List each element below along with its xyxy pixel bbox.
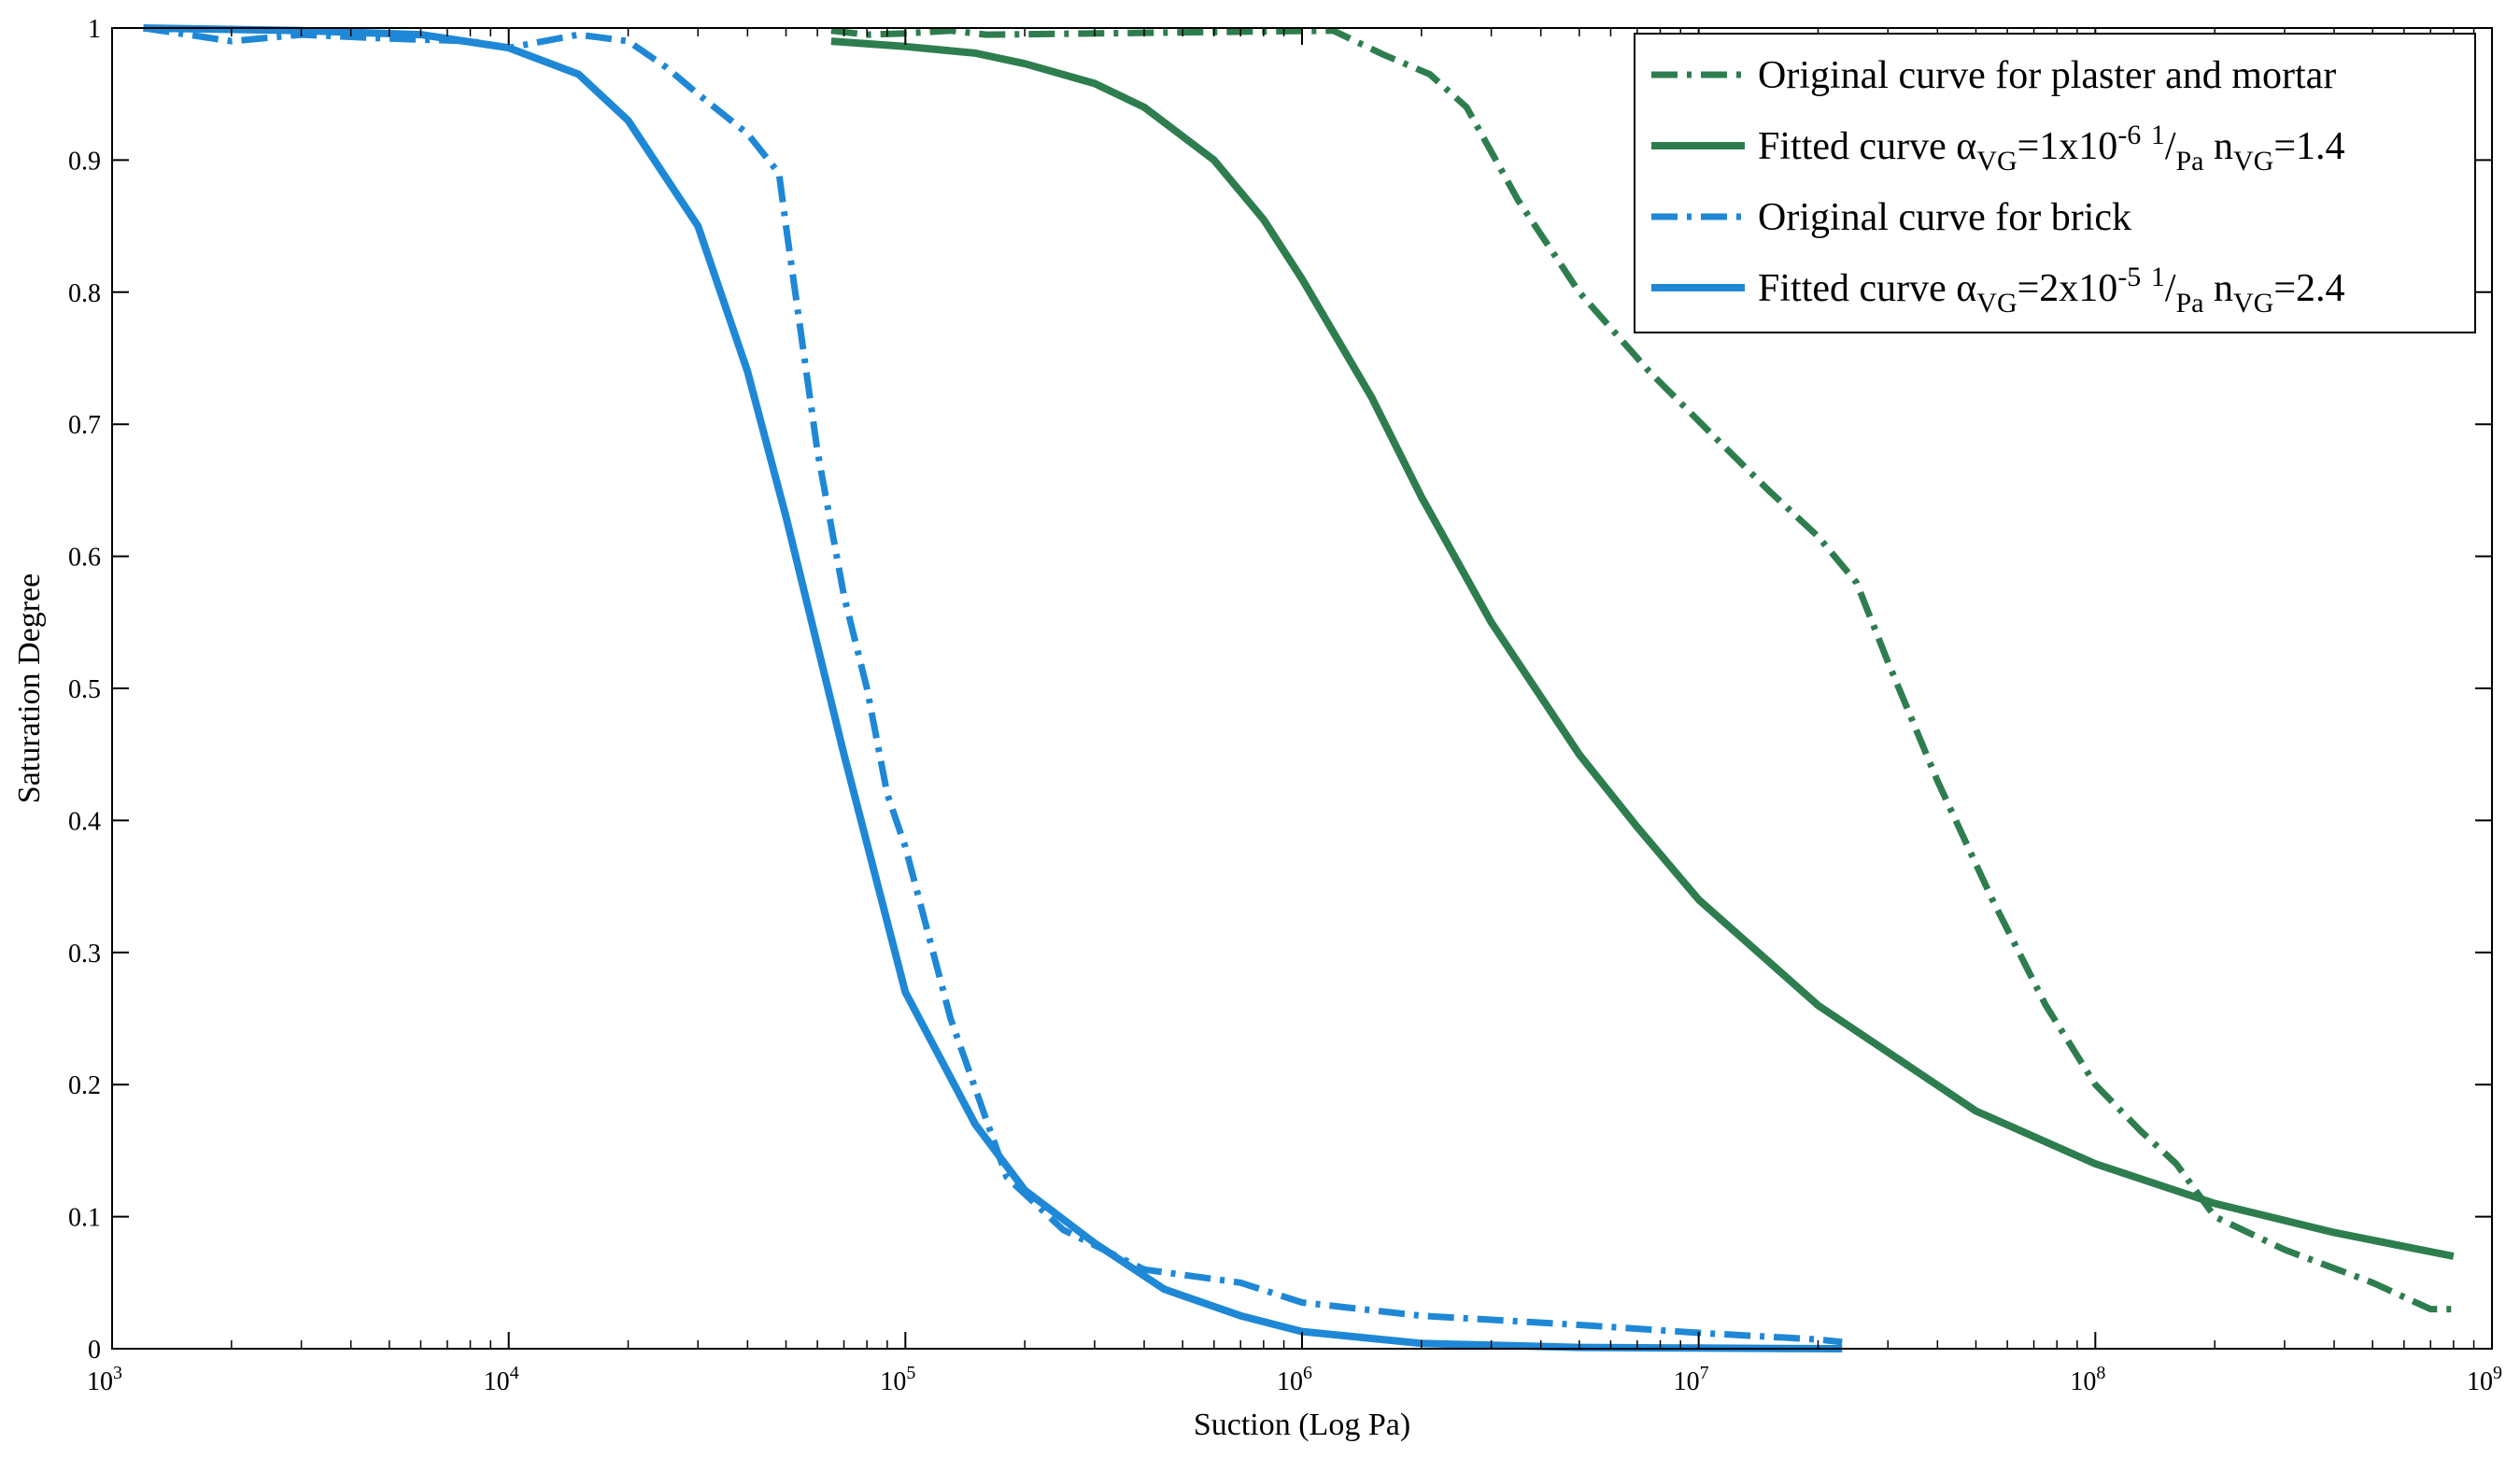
x-tick-label: 104 xyxy=(484,1363,519,1396)
y-tick-label: 0 xyxy=(88,1336,101,1365)
y-tick-label: 0.7 xyxy=(68,411,101,440)
series-0 xyxy=(830,27,2454,1313)
y-tick-label: 0.5 xyxy=(68,675,101,704)
series-3 xyxy=(143,24,1843,1352)
y-axis-label: Saturation Degree xyxy=(12,573,47,803)
y-tick-label: 0.2 xyxy=(68,1071,101,1100)
legend-entry: Fitted curve αVG=2x10-5 1/Pa nVG=2.4 xyxy=(1758,262,2345,318)
x-tick-label: 107 xyxy=(1674,1363,1709,1396)
y-tick-label: 0.1 xyxy=(68,1204,101,1233)
x-tick-label: 106 xyxy=(1277,1363,1312,1396)
legend-entry: Original curve for plaster and mortar xyxy=(1758,54,2336,97)
legend: Original curve for plaster and mortar Fit… xyxy=(1634,33,2476,333)
legend-box xyxy=(1634,33,2476,333)
series-1 xyxy=(830,37,2455,1260)
y-tick-label: 0.8 xyxy=(68,279,101,308)
y-tick-label: 0.3 xyxy=(68,940,101,969)
legend-entry: Fitted curve αVG=1x10-6 1/Pa nVG=1.4 xyxy=(1758,120,2345,177)
series-line xyxy=(143,24,1843,1352)
x-tick-label: 103 xyxy=(87,1363,122,1396)
legend-entry: Original curve for brick xyxy=(1758,196,2131,239)
y-tick-label: 0.4 xyxy=(68,807,101,836)
x-axis: 103 104 105 106 107 108 109 xyxy=(87,28,2502,1396)
x-tick-label: 105 xyxy=(880,1363,915,1396)
y-axis: 0 0.1 0.2 0.3 0.4 0.5 0.6 0.7 0.8 0.9 1 xyxy=(68,15,2492,1365)
y-tick-label: 0.9 xyxy=(68,147,101,176)
series-group xyxy=(143,24,2455,1352)
x-tick-label: 108 xyxy=(2070,1363,2105,1396)
x-tick-label: 109 xyxy=(2467,1363,2502,1396)
x-axis-label: Suction (Log Pa) xyxy=(1194,1408,1410,1442)
y-tick-label: 1 xyxy=(88,15,101,44)
y-tick-label: 0.6 xyxy=(68,544,101,573)
